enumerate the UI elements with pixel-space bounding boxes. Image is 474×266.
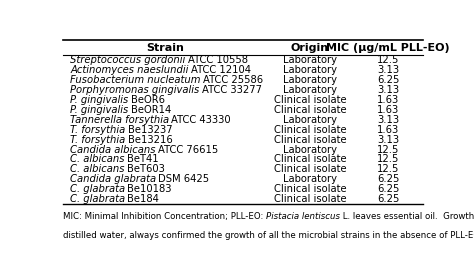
Text: Be13237: Be13237 bbox=[128, 125, 172, 135]
Text: Pistacia lentiscus: Pistacia lentiscus bbox=[266, 212, 340, 221]
Text: ATCC 76615: ATCC 76615 bbox=[158, 144, 218, 155]
Text: Clinical isolate: Clinical isolate bbox=[273, 105, 346, 115]
Text: 6.25: 6.25 bbox=[377, 184, 399, 194]
Text: Clinical isolate: Clinical isolate bbox=[273, 95, 346, 105]
Text: C. glabrata: C. glabrata bbox=[70, 184, 128, 194]
Text: 6.25: 6.25 bbox=[377, 75, 399, 85]
Text: ATCC 25586: ATCC 25586 bbox=[203, 75, 263, 85]
Text: 6.25: 6.25 bbox=[377, 174, 399, 184]
Text: Fusobacterium nucleatum: Fusobacterium nucleatum bbox=[70, 75, 203, 85]
Text: Laboratory: Laboratory bbox=[283, 144, 337, 155]
Text: C. albicans: C. albicans bbox=[70, 155, 127, 164]
Text: Clinical isolate: Clinical isolate bbox=[273, 125, 346, 135]
Text: 6.25: 6.25 bbox=[377, 194, 399, 204]
Text: Candida glabrata: Candida glabrata bbox=[70, 174, 158, 184]
Text: BeT41: BeT41 bbox=[127, 155, 158, 164]
Text: C. glabrata: C. glabrata bbox=[70, 194, 128, 204]
Text: MIC: Minimal Inhibition Concentration; PLL-EO:: MIC: Minimal Inhibition Concentration; P… bbox=[63, 212, 266, 221]
Text: 3.13: 3.13 bbox=[377, 135, 399, 145]
Text: Laboratory: Laboratory bbox=[283, 115, 337, 125]
Text: BeOR14: BeOR14 bbox=[130, 105, 171, 115]
Text: BeT603: BeT603 bbox=[127, 164, 164, 174]
Text: Laboratory: Laboratory bbox=[283, 65, 337, 75]
Text: C. albicans: C. albicans bbox=[70, 164, 127, 174]
Text: Streptococcus gordonii: Streptococcus gordonii bbox=[70, 55, 188, 65]
Text: Clinical isolate: Clinical isolate bbox=[273, 184, 346, 194]
Text: P. gingivalis: P. gingivalis bbox=[70, 95, 130, 105]
Text: Clinical isolate: Clinical isolate bbox=[273, 155, 346, 164]
Text: 3.13: 3.13 bbox=[377, 65, 399, 75]
Text: 1.63: 1.63 bbox=[377, 95, 399, 105]
Text: ATCC 10558: ATCC 10558 bbox=[188, 55, 247, 65]
Text: 3.13: 3.13 bbox=[377, 115, 399, 125]
Text: Candida albicans: Candida albicans bbox=[70, 144, 158, 155]
Text: ATCC 43330: ATCC 43330 bbox=[172, 115, 231, 125]
Text: P. gingivalis: P. gingivalis bbox=[70, 105, 130, 115]
Text: distilled water, always confirmed the growth of all the microbial strains in the: distilled water, always confirmed the gr… bbox=[63, 231, 474, 240]
Text: T. forsythia: T. forsythia bbox=[70, 125, 128, 135]
Text: Clinical isolate: Clinical isolate bbox=[273, 135, 346, 145]
Text: Laboratory: Laboratory bbox=[283, 85, 337, 95]
Text: Tannerella forsythia: Tannerella forsythia bbox=[70, 115, 172, 125]
Text: 12.5: 12.5 bbox=[377, 55, 399, 65]
Text: Be10183: Be10183 bbox=[128, 184, 172, 194]
Text: Laboratory: Laboratory bbox=[283, 55, 337, 65]
Text: MIC (μg/mL PLL-EO): MIC (μg/mL PLL-EO) bbox=[326, 43, 450, 53]
Text: Laboratory: Laboratory bbox=[283, 75, 337, 85]
Text: Laboratory: Laboratory bbox=[283, 174, 337, 184]
Text: 12.5: 12.5 bbox=[377, 144, 399, 155]
Text: Be184: Be184 bbox=[128, 194, 159, 204]
Text: BeOR6: BeOR6 bbox=[130, 95, 164, 105]
Text: 12.5: 12.5 bbox=[377, 164, 399, 174]
Text: Be13216: Be13216 bbox=[128, 135, 172, 145]
Text: 12.5: 12.5 bbox=[377, 155, 399, 164]
Text: 1.63: 1.63 bbox=[377, 105, 399, 115]
Text: Porphyromonas gingivalis: Porphyromonas gingivalis bbox=[70, 85, 201, 95]
Text: Origin: Origin bbox=[291, 43, 329, 53]
Text: ATCC 33277: ATCC 33277 bbox=[201, 85, 262, 95]
Text: Clinical isolate: Clinical isolate bbox=[273, 194, 346, 204]
Text: Strain: Strain bbox=[146, 43, 184, 53]
Text: L. leaves essential oil.  Growth control with: L. leaves essential oil. Growth control … bbox=[340, 212, 474, 221]
Text: T. forsythia: T. forsythia bbox=[70, 135, 128, 145]
Text: 1.63: 1.63 bbox=[377, 125, 399, 135]
Text: 3.13: 3.13 bbox=[377, 85, 399, 95]
Text: Actinomyces naeslundii: Actinomyces naeslundii bbox=[70, 65, 191, 75]
Text: Clinical isolate: Clinical isolate bbox=[273, 164, 346, 174]
Text: ATCC 12104: ATCC 12104 bbox=[191, 65, 251, 75]
Text: DSM 6425: DSM 6425 bbox=[158, 174, 210, 184]
